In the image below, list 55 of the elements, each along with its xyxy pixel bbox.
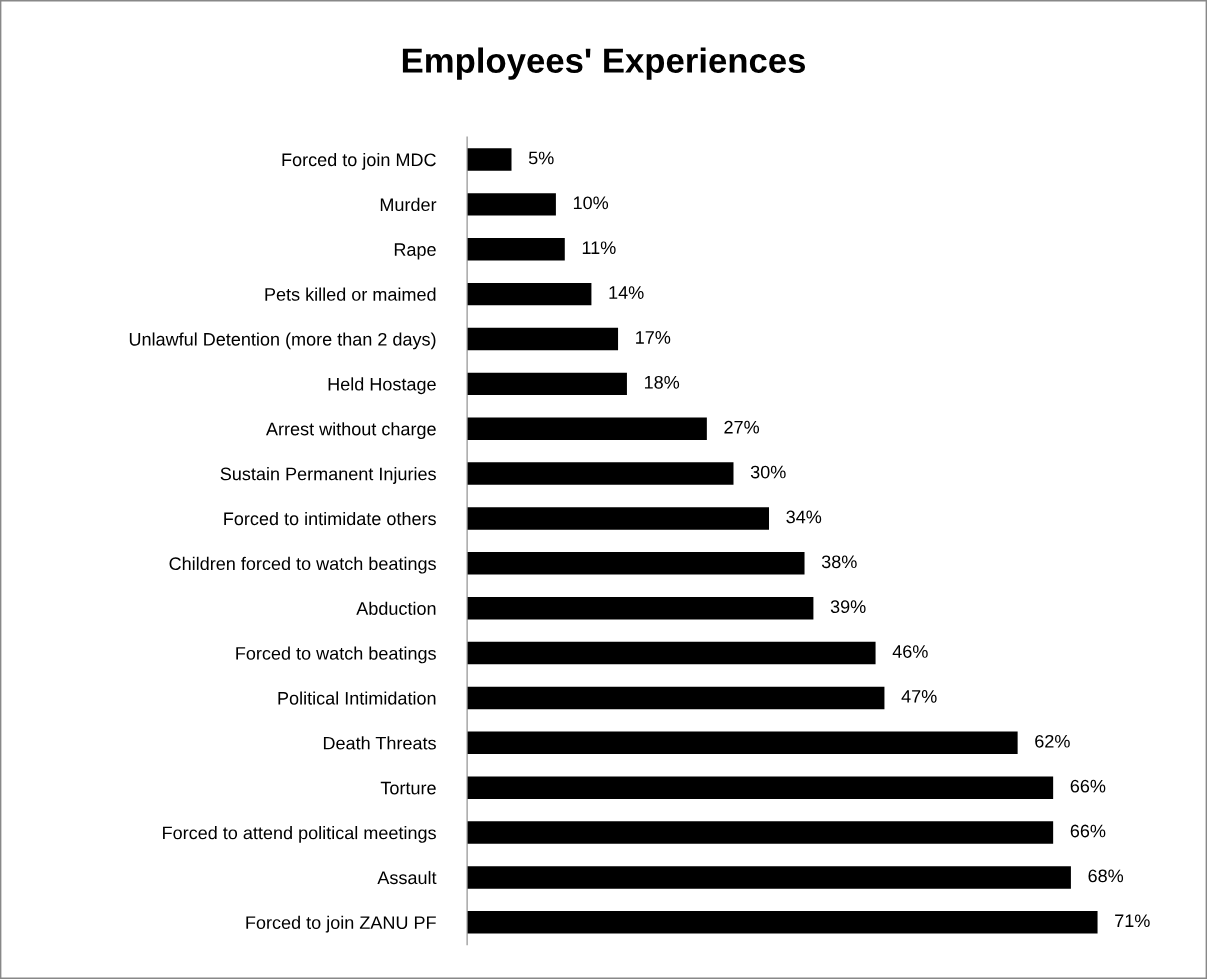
data-label: 66% [1070, 779, 1106, 793]
y-tick-label: Assault [377, 870, 437, 885]
bar [467, 148, 512, 171]
y-tick-label: Forced to join ZANU PF [246, 915, 436, 933]
bar [467, 507, 770, 530]
data-label: 47% [901, 690, 937, 703]
data-label: 17% [636, 331, 671, 344]
data-label: 39% [830, 600, 866, 614]
bar [467, 193, 556, 216]
data-label: 18% [644, 375, 680, 389]
bar [467, 911, 1098, 934]
y-tick-label: Political Intimidation [278, 691, 436, 705]
bar [467, 552, 805, 575]
y-tick-label: Torture [380, 781, 436, 795]
data-label: 34% [786, 510, 822, 524]
data-label: 27% [724, 420, 760, 434]
data-label: 71% [1115, 914, 1150, 928]
y-tick-label: Forced to attend political meetings [163, 826, 436, 843]
bar [467, 866, 1071, 889]
data-label: 30% [750, 465, 786, 479]
y-tick-label: Sustain Permanent Injuries [220, 467, 436, 484]
y-tick-label: Forced to join MDC [282, 152, 436, 170]
bar [467, 821, 1054, 844]
bar [467, 282, 592, 306]
bar [467, 776, 1054, 799]
bar [467, 372, 627, 396]
y-tick-label: Forced to intimidate others [224, 511, 436, 526]
data-label: 14% [609, 286, 644, 299]
bar [467, 238, 565, 261]
y-tick-label: Arrest without charge [266, 422, 436, 440]
y-tick-label: Death Threats [323, 736, 436, 750]
y-tick-label: Rape [394, 243, 436, 260]
bar [467, 327, 619, 351]
bar [467, 596, 814, 620]
data-label: 68% [1088, 869, 1124, 883]
y-tick-label: Pets killed or maimed [265, 287, 436, 301]
y-tick-label: Abduction [356, 601, 436, 615]
data-label: 66% [1070, 824, 1106, 838]
chart-title: Employees' Experiences [402, 47, 806, 80]
bar [467, 641, 876, 665]
data-label: 10% [573, 196, 609, 210]
bar [467, 462, 734, 485]
data-label: 5% [528, 151, 554, 165]
y-tick-label: Unlawful Detention (more than 2 days) [129, 332, 436, 350]
data-label: 62% [1035, 734, 1070, 748]
y-tick-label: Murder [380, 197, 437, 212]
bar [467, 731, 1018, 755]
y-tick-label: Held Hostage [328, 377, 436, 395]
y-tick-label: Children forced to watch beatings [169, 556, 436, 574]
data-label: 11% [582, 241, 616, 255]
bar [467, 417, 707, 440]
data-label: 38% [821, 555, 857, 569]
y-tick-label: Forced to watch beatings [236, 646, 436, 664]
bar [467, 686, 885, 710]
data-label: 46% [892, 645, 928, 658]
